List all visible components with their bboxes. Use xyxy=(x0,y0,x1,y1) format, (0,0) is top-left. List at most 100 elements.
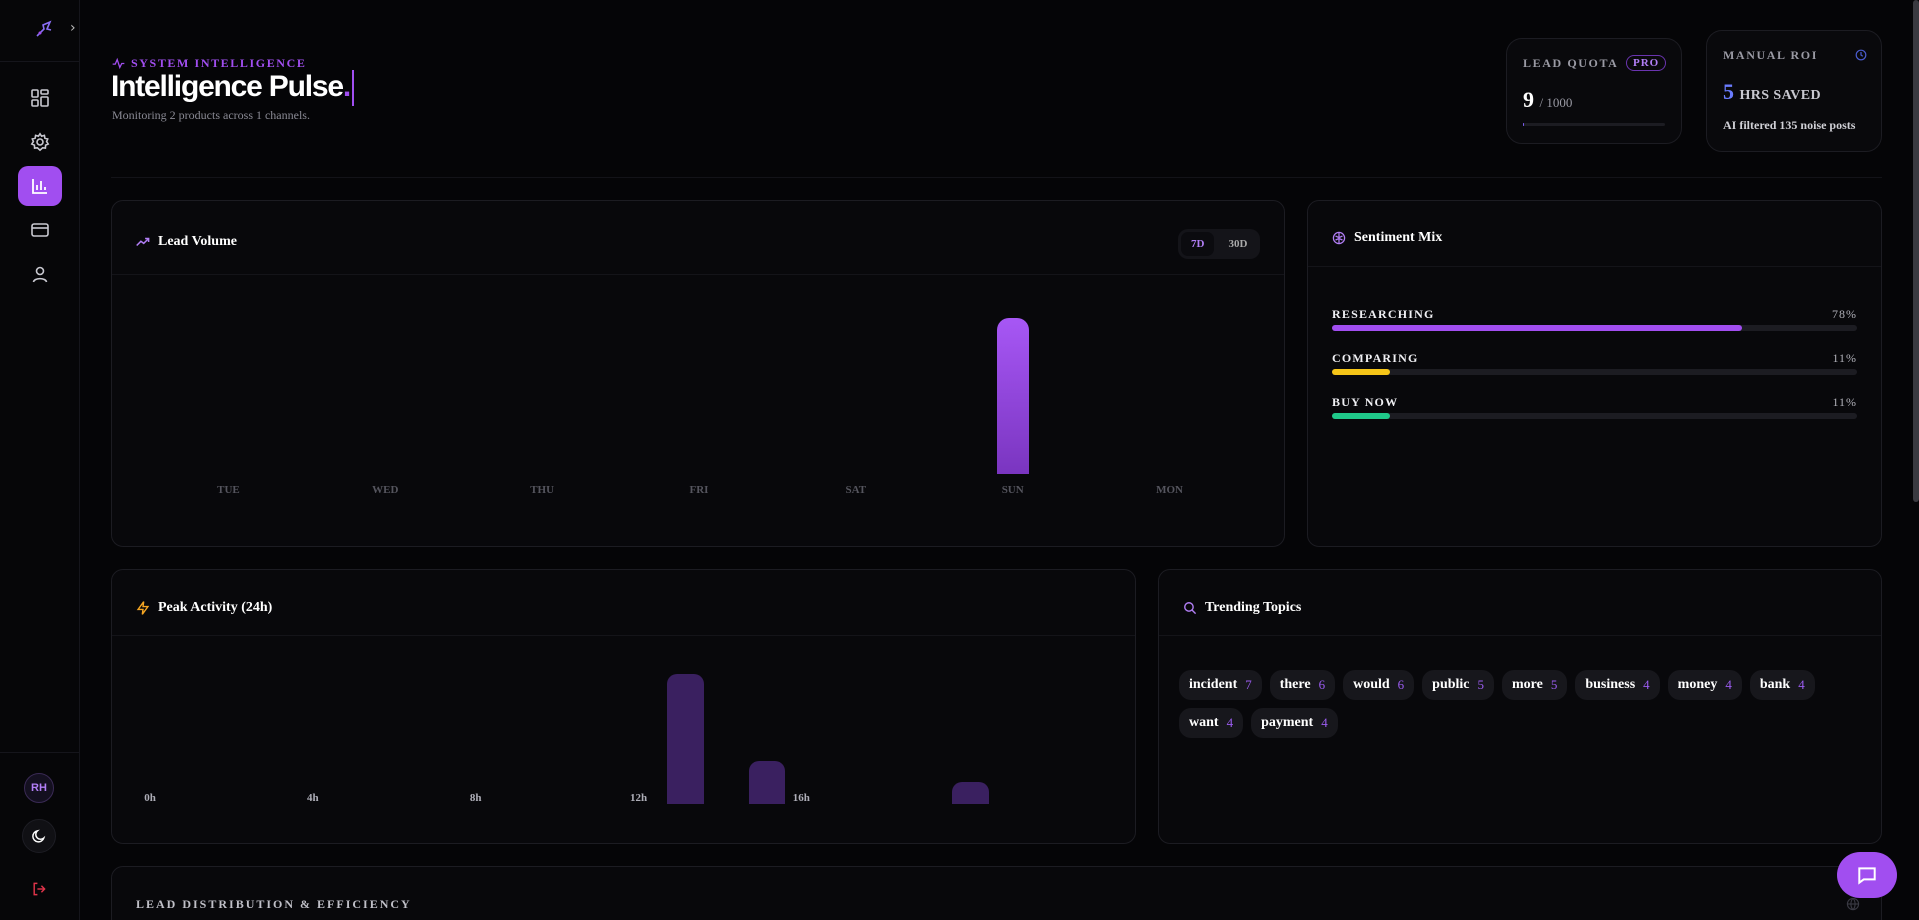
trending-topics-header xyxy=(1159,570,1881,636)
lightning-icon xyxy=(136,601,150,615)
sentiment-mix-title-text: Sentiment Mix xyxy=(1354,230,1443,245)
trending-topics-title: Trending Topics xyxy=(1183,600,1301,616)
manual-roi-label: MANUAL ROI xyxy=(1723,48,1819,62)
sentiment-track xyxy=(1332,325,1857,331)
lead-quota-progress xyxy=(1523,123,1665,126)
sentiment-percent: 78% xyxy=(1832,307,1857,321)
lead-volume-panel: Lead Volume 7D 30D TUE WED THU FRI SAT SUN MON xyxy=(111,200,1285,547)
theme-toggle-button[interactable] xyxy=(22,819,56,853)
logout-icon xyxy=(33,882,46,896)
topic-tag[interactable]: bank 4 xyxy=(1749,670,1815,700)
pulse-icon xyxy=(112,57,125,70)
topic-word: payment xyxy=(1261,715,1314,730)
range-7d-button[interactable]: 7D xyxy=(1181,232,1215,256)
manual-roi-value: 5 HRS SAVED xyxy=(1723,79,1821,105)
topic-word: more xyxy=(1512,677,1543,692)
lead-volume-tick-label: FRI xyxy=(689,484,709,496)
credit-card-icon xyxy=(31,223,49,237)
header-divider xyxy=(111,177,1882,178)
topic-count: 6 xyxy=(1318,677,1326,692)
avatar[interactable]: RH xyxy=(24,773,54,803)
topic-count: 5 xyxy=(1477,677,1485,692)
search-icon xyxy=(1184,602,1197,615)
peak-activity-chart: 0h4h8h12h16h20h xyxy=(112,570,1137,845)
topic-tag[interactable]: incident 7 xyxy=(1179,670,1262,700)
peak-activity-panel: Peak Activity (24h) 0h4h8h12h16h20h xyxy=(111,569,1136,844)
lead-quota-value: 9 / 1000 xyxy=(1523,87,1572,113)
lead-quota-label: LEAD QUOTA xyxy=(1523,56,1619,70)
scrollbar[interactable] xyxy=(1913,0,1919,502)
lead-quota-progress-fill xyxy=(1523,123,1525,126)
sidebar-item-dashboard[interactable] xyxy=(18,78,62,118)
topic-tag[interactable]: want 4 xyxy=(1179,708,1244,738)
topic-word: bank xyxy=(1759,677,1791,692)
topic-tag[interactable]: there 6 xyxy=(1269,670,1336,700)
sidebar-header: › xyxy=(0,0,80,62)
hours-saved-count: 5 xyxy=(1723,79,1734,104)
trending-up-icon xyxy=(136,237,150,247)
brain-icon xyxy=(1332,231,1346,245)
lead-volume-tick-label: MON xyxy=(1156,484,1183,496)
sentiment-fill xyxy=(1332,325,1742,331)
eyebrow-text: SYSTEM INTELLIGENCE xyxy=(131,56,307,70)
sentiment-percent: 11% xyxy=(1832,351,1857,365)
gear-icon xyxy=(30,132,50,152)
topic-tag[interactable]: public 5 xyxy=(1422,670,1495,700)
topic-count: 4 xyxy=(1226,715,1234,730)
lead-volume-bar[interactable] xyxy=(996,318,1029,474)
topic-word: business xyxy=(1585,677,1636,692)
lead-volume-tick-label: THU xyxy=(530,484,555,496)
bar-chart-icon xyxy=(32,179,47,194)
chat-button[interactable] xyxy=(1837,852,1897,898)
lead-volume-title-text: Lead Volume xyxy=(158,234,237,249)
lead-volume-tick-label: TUE xyxy=(217,484,240,496)
sidebar-item-billing[interactable] xyxy=(18,210,62,250)
manual-roi-card: MANUAL ROI 5 HRS SAVED AI filtered 135 n… xyxy=(1706,30,1882,152)
sentiment-mix-title: Sentiment Mix xyxy=(1332,230,1442,246)
topic-count: 6 xyxy=(1397,677,1405,692)
sidebar-item-profile[interactable] xyxy=(18,254,62,294)
chat-icon xyxy=(1858,867,1876,885)
sidebar-item-analytics[interactable] xyxy=(18,166,62,206)
topic-word: money xyxy=(1677,677,1718,692)
topic-tag[interactable]: money 4 xyxy=(1667,670,1742,700)
topic-count: 4 xyxy=(1321,715,1328,730)
range-30d-button[interactable]: 30D xyxy=(1228,238,1248,250)
peak-activity-tick-label: 16h xyxy=(792,792,810,804)
peak-activity-tick-label: 4h xyxy=(307,792,319,804)
sentiment-mix-panel: Sentiment Mix RESEARCHING 78% COMPARING 11%… xyxy=(1307,200,1882,547)
trending-tag-list: incident 7 there 6 would 6 public 5 more 5 busines… xyxy=(1179,670,1859,738)
eyebrow-label: SYSTEM INTELLIGENCE xyxy=(112,56,306,71)
clock-icon xyxy=(1855,49,1867,61)
sidebar-item-settings[interactable] xyxy=(18,122,62,162)
lead-volume-chart: TUE WED THU FRI SAT SUN MON xyxy=(112,201,1286,548)
page-subtitle: Monitoring 2 products across 1 channels. xyxy=(112,108,310,122)
sentiment-percent: 11% xyxy=(1832,395,1857,409)
topic-tag[interactable]: more 5 xyxy=(1502,670,1568,700)
user-icon xyxy=(32,266,48,283)
topic-word: public xyxy=(1432,677,1470,692)
lead-distribution-title: LEAD DISTRIBUTION & EFFICIENCY xyxy=(136,897,412,911)
sentiment-mix-header xyxy=(1308,201,1881,267)
topic-word: would xyxy=(1353,677,1390,692)
peak-activity-bar[interactable] xyxy=(667,674,704,804)
text-caret xyxy=(351,70,354,107)
lead-quota-count: 9 xyxy=(1523,87,1534,112)
lead-quota-total: / 1000 xyxy=(1539,95,1573,110)
logout-button[interactable] xyxy=(28,878,50,900)
topic-count: 5 xyxy=(1550,677,1558,692)
pro-badge: PRO xyxy=(1626,55,1667,71)
topic-tag[interactable]: business 4 xyxy=(1575,670,1660,700)
sidebar-footer xyxy=(0,752,80,920)
topic-word: incident xyxy=(1189,677,1238,692)
topic-tag[interactable]: would 6 xyxy=(1343,670,1415,700)
topic-tag[interactable]: payment 4 xyxy=(1251,708,1338,738)
peak-activity-bar[interactable] xyxy=(748,760,786,804)
peak-activity-bar[interactable] xyxy=(952,782,989,804)
lead-quota-card: LEAD QUOTA PRO 9 / 1000 xyxy=(1506,38,1682,144)
peak-activity-tick-label: 12h xyxy=(629,792,648,804)
sidebar-expand-chevron-icon[interactable]: › xyxy=(70,20,76,36)
lead-volume-tick-label: SUN xyxy=(1001,484,1024,496)
trending-topics-panel: Trending Topics incident 7 there 6 would 6 pub… xyxy=(1158,569,1882,844)
sentiment-fill xyxy=(1332,413,1390,419)
